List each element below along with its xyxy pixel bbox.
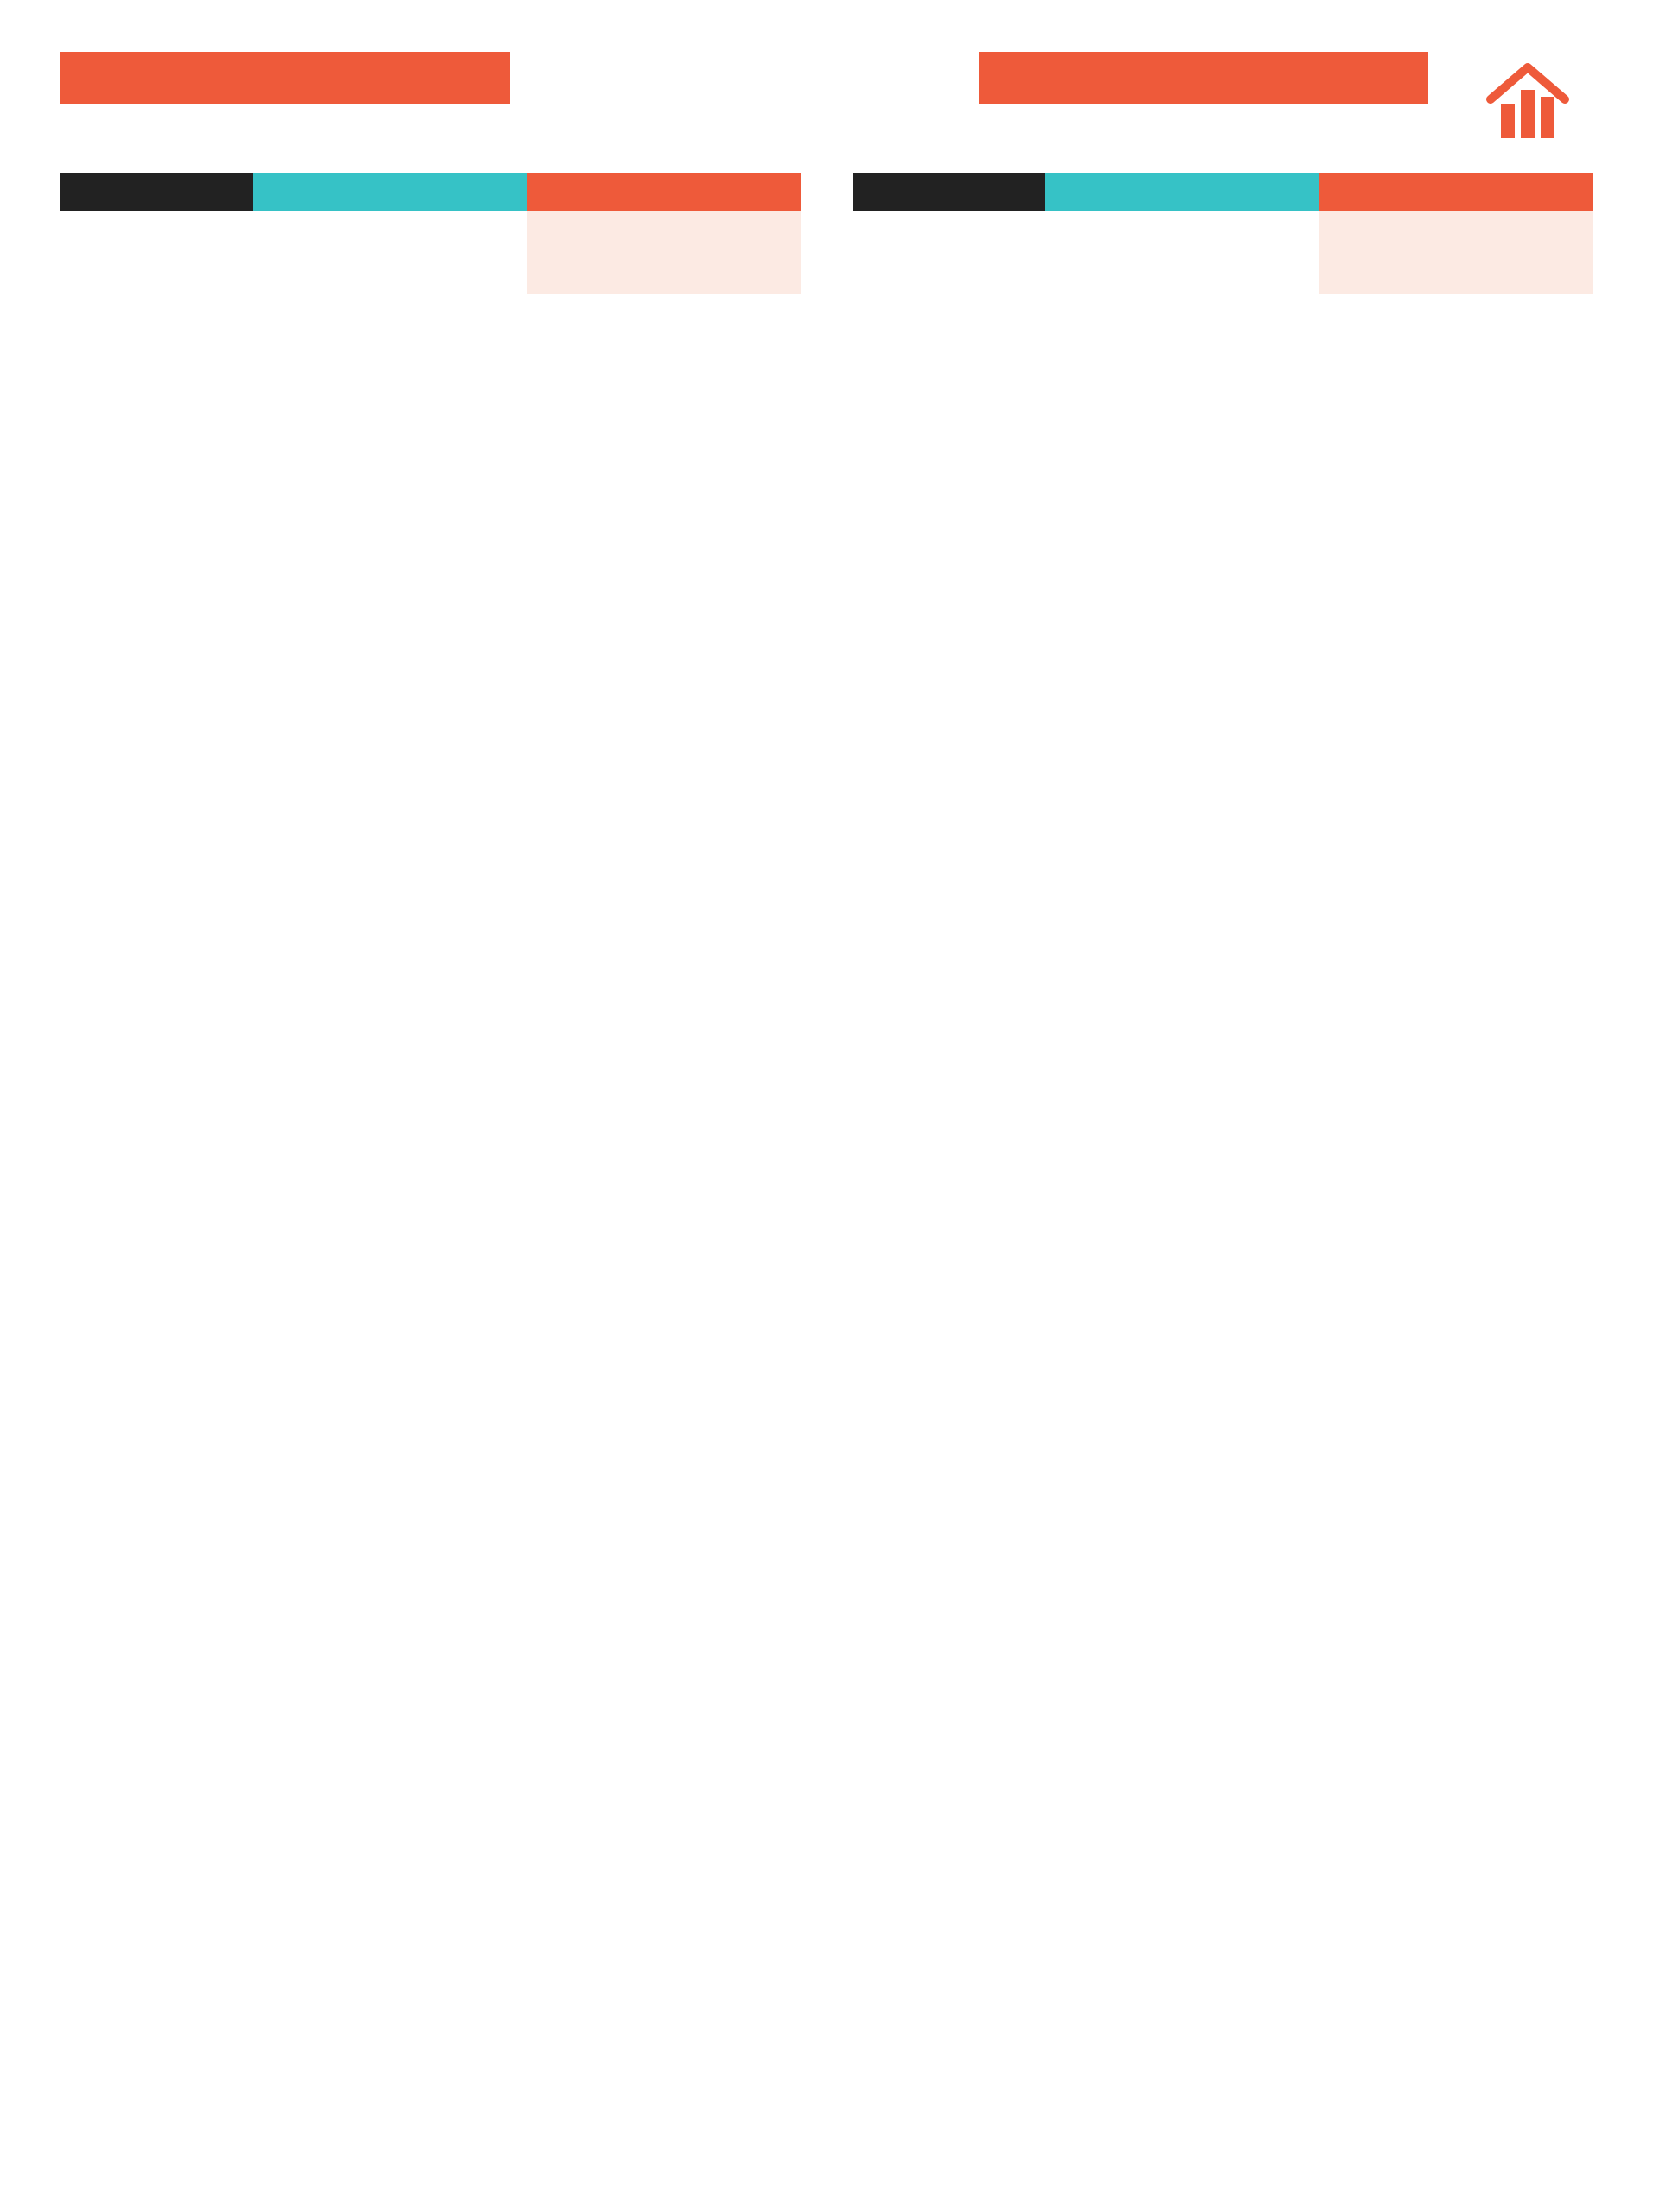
right-total-2025 <box>1045 259 1181 294</box>
tables-row <box>60 173 1593 294</box>
right-total-numeric <box>1319 259 1455 294</box>
left-total-numeric <box>527 259 664 294</box>
right-col-numeric <box>1319 211 1455 259</box>
page <box>0 0 1653 2212</box>
left-col-judet <box>60 211 253 259</box>
left-total-2024 <box>390 259 526 294</box>
right-col-percent <box>1456 211 1593 259</box>
right-total-label <box>853 259 1046 294</box>
right-total-row <box>853 259 1593 294</box>
right-total-percent <box>1456 259 1593 294</box>
right-col-2024 <box>1182 211 1319 259</box>
left-total-label <box>60 259 253 294</box>
left-col-2025 <box>253 211 390 259</box>
top-row <box>60 52 1593 147</box>
left-hdr-period <box>253 173 527 211</box>
brand-logo-icon <box>1480 52 1575 147</box>
right-title-box <box>979 52 1428 104</box>
right-col-2025 <box>1045 211 1181 259</box>
left-col-2024 <box>390 211 526 259</box>
brand-block <box>1480 52 1593 147</box>
left-title-box <box>60 52 510 104</box>
left-hdr-blank <box>60 173 253 211</box>
left-total-2025 <box>253 259 390 294</box>
right-total-2024 <box>1182 259 1319 294</box>
left-hdr-evo <box>527 173 801 211</box>
left-col-percent <box>664 211 800 259</box>
right-hdr-blank <box>853 173 1046 211</box>
right-table <box>853 173 1593 294</box>
left-total-row <box>60 259 801 294</box>
right-col-judet <box>853 211 1046 259</box>
left-col-numeric <box>527 211 664 259</box>
right-hdr-period <box>1045 173 1319 211</box>
left-total-percent <box>664 259 800 294</box>
left-table <box>60 173 801 294</box>
right-hdr-evo <box>1319 173 1593 211</box>
